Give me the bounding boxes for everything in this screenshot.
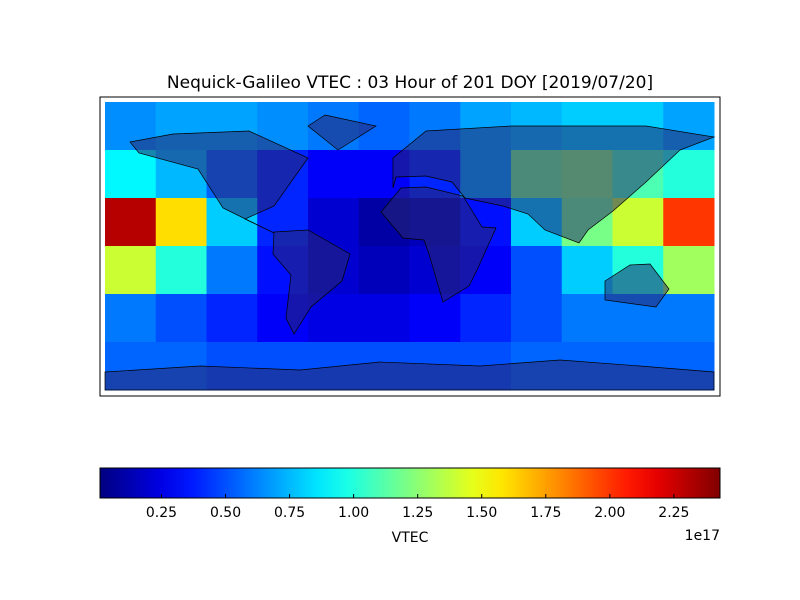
- heat-cell: [561, 246, 613, 295]
- colorbar-tick-label: 2.25: [658, 505, 689, 521]
- heat-cell: [155, 246, 207, 295]
- heat-cell: [155, 198, 207, 247]
- colorbar-tick-label: 1.00: [338, 505, 369, 521]
- heat-cell: [409, 294, 461, 343]
- antarctica: [104, 359, 715, 391]
- heat-cell: [105, 294, 157, 343]
- colorbar-tick-label: 0.75: [274, 505, 305, 521]
- heat-cell: [105, 198, 157, 247]
- eurasia: [392, 125, 716, 244]
- colorbar-tick-label: 0.50: [210, 505, 241, 521]
- heat-cell: [511, 246, 563, 295]
- africa: [380, 186, 497, 303]
- map-frame: [99, 96, 721, 397]
- heat-cell: [358, 294, 410, 343]
- offset-label: 1e17: [685, 528, 720, 544]
- heat-cell: [358, 246, 410, 295]
- heat-cell: [105, 246, 157, 295]
- colorbar: [99, 467, 721, 499]
- colorbar-label: VTEC: [392, 530, 429, 546]
- south-america: [272, 229, 351, 335]
- heat-cell: [155, 294, 207, 343]
- heat-cell: [206, 294, 258, 343]
- heat-cell: [612, 198, 664, 247]
- heat-cell: [460, 294, 512, 343]
- north-america: [129, 130, 309, 234]
- heat-cell: [511, 294, 563, 343]
- heat-cell: [663, 246, 715, 295]
- colorbar-tick-label: 1.50: [466, 505, 497, 521]
- heat-cell: [663, 198, 715, 247]
- heat-cell: [206, 246, 258, 295]
- colorbar-tick-label: 0.25: [146, 505, 177, 521]
- chart-title: Nequick-Galileo VTEC : 03 Hour of 201 DO…: [167, 73, 653, 93]
- colorbar-tick-label: 2.00: [594, 505, 625, 521]
- colorbar-tick-label: 1.25: [402, 505, 433, 521]
- colorbar-tick-label: 1.75: [530, 505, 561, 521]
- australia: [604, 263, 670, 308]
- land: [104, 114, 716, 391]
- heat-cell: [663, 294, 715, 343]
- greenland: [307, 114, 377, 151]
- heat-cell: [105, 150, 157, 199]
- heat-cell: [561, 294, 613, 343]
- heat-cell: [308, 150, 360, 199]
